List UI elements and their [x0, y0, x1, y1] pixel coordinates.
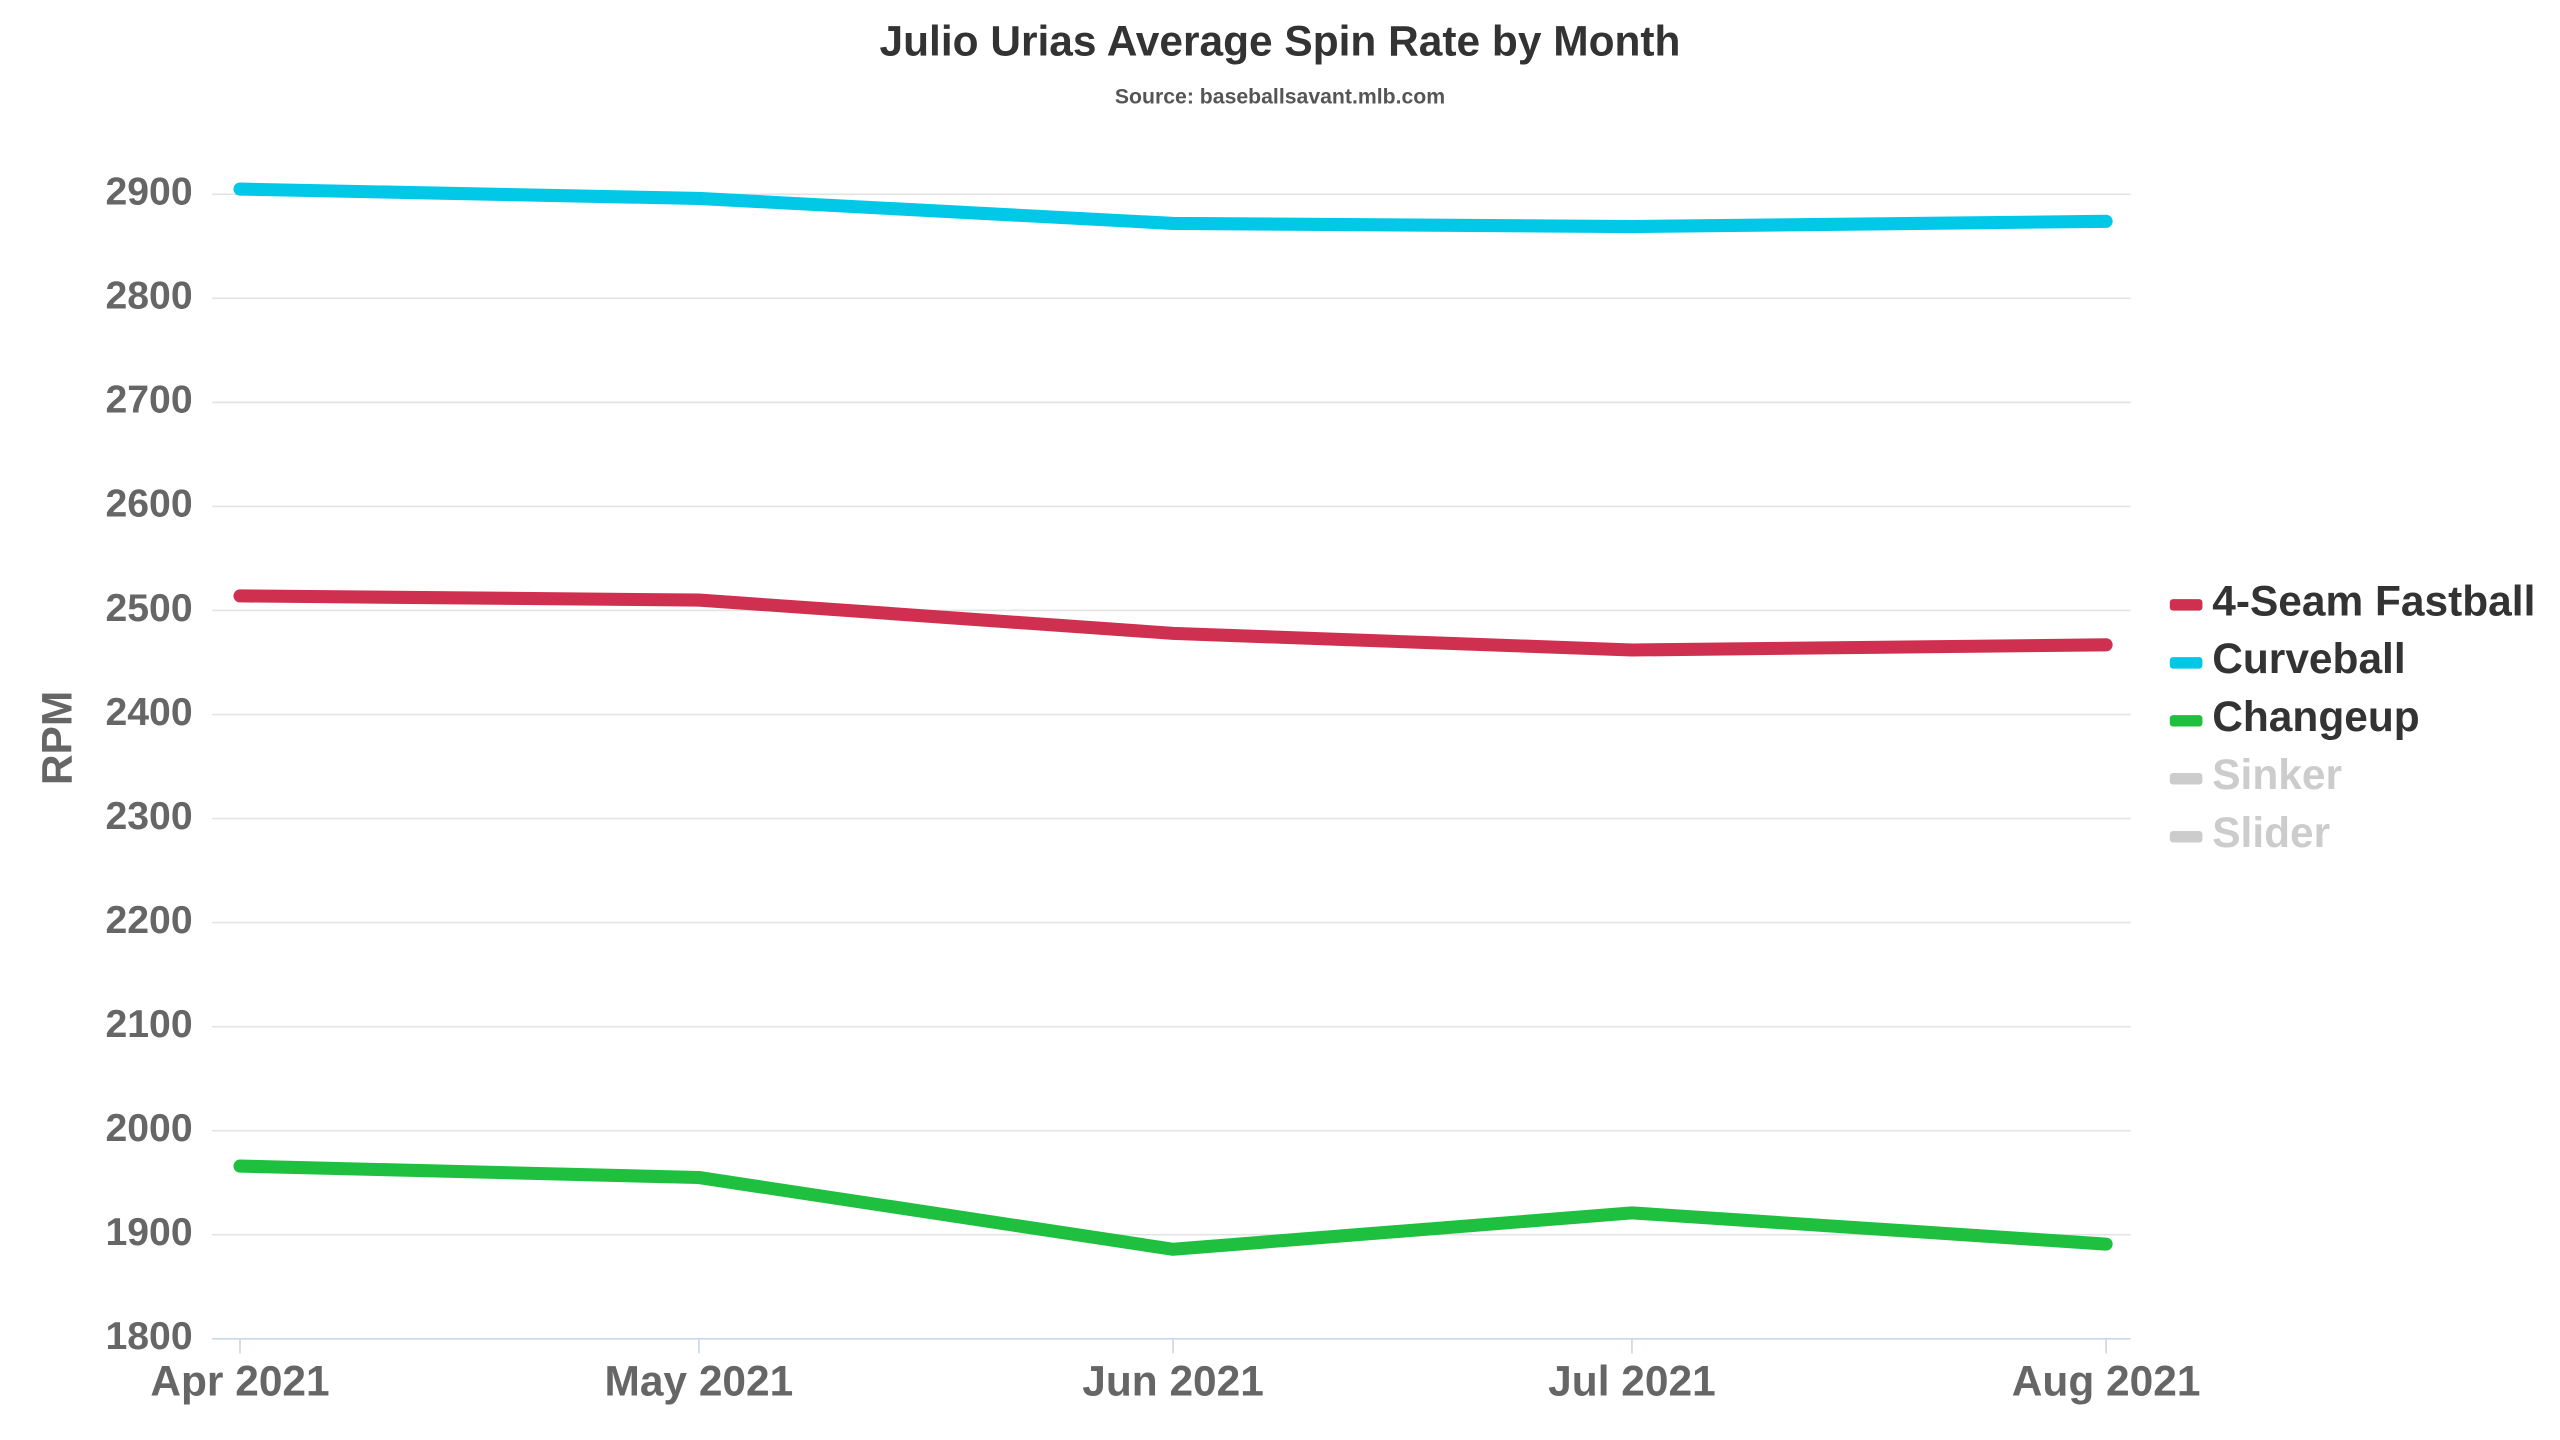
- legend-swatch: [2169, 773, 2203, 785]
- y-tick-label: 2800: [105, 275, 192, 318]
- y-tick-label: 1800: [105, 1315, 192, 1358]
- legend-label: Curveball: [2212, 635, 2405, 682]
- y-tick-label: 1900: [105, 1211, 192, 1254]
- y-tick-label: 2900: [105, 171, 192, 214]
- legend-label: Changeup: [2212, 693, 2419, 740]
- x-tick-label: Aug 2021: [2012, 1358, 2201, 1405]
- legend-label: Slider: [2212, 809, 2330, 856]
- chart-subtitle: Source: baseballsavant.mlb.com: [1115, 86, 1445, 109]
- legend-swatch: [2169, 715, 2203, 727]
- series-line: [233, 589, 2113, 657]
- y-tick-label: 2000: [105, 1107, 192, 1150]
- legend-label: Sinker: [2212, 751, 2342, 798]
- y-tick-label: 2300: [105, 795, 192, 838]
- series-line: [233, 182, 2113, 234]
- y-tick-label: 2100: [105, 1003, 192, 1046]
- y-tick-label: 2600: [105, 483, 192, 526]
- chart-title: Julio Urias Average Spin Rate by Month: [880, 17, 1681, 64]
- x-tick-label: Apr 2021: [150, 1358, 329, 1405]
- legend-swatch: [2169, 831, 2203, 843]
- series-line: [233, 1159, 2113, 1256]
- y-tick-label: 2700: [105, 379, 192, 422]
- x-tick-label: Jul 2021: [1548, 1358, 1716, 1405]
- x-tick-label: May 2021: [604, 1358, 793, 1405]
- legend-swatch: [2169, 657, 2203, 669]
- y-tick-label: 2500: [105, 587, 192, 630]
- y-tick-label: 2400: [105, 691, 192, 734]
- y-tick-label: 2200: [105, 899, 192, 942]
- legend-label: 4-Seam Fastball: [2212, 577, 2535, 624]
- legend-swatch: [2169, 599, 2203, 611]
- y-axis-label: RPM: [34, 691, 81, 785]
- x-tick-label: Jun 2021: [1082, 1358, 1264, 1405]
